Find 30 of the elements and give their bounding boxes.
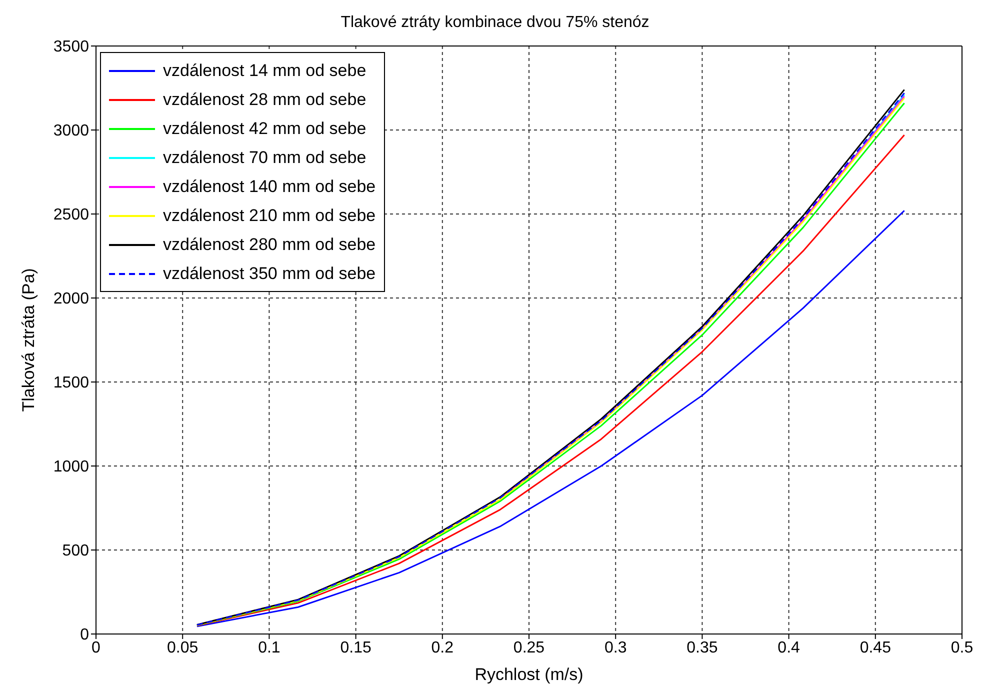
- legend-label: vzdálenost 140 mm od sebe: [163, 176, 376, 198]
- x-axis-title: Rychlost (m/s): [474, 665, 584, 684]
- legend-label: vzdálenost 14 mm od sebe: [163, 60, 366, 82]
- x-tick-label: 0.1: [258, 639, 280, 656]
- y-tick-label: 0: [80, 626, 90, 644]
- y-tick-label: 2000: [53, 290, 90, 308]
- y-tick-label: 1500: [53, 374, 90, 392]
- x-tick-label: 0.45: [860, 639, 892, 656]
- x-tick-label: 0: [92, 639, 101, 656]
- chart-title: Tlakové ztráty kombinace dvou 75% stenóz: [340, 14, 650, 32]
- x-tick-label: 0.4: [778, 639, 800, 656]
- x-tick-label: 0.2: [431, 639, 454, 656]
- y-tick-label: 500: [62, 542, 90, 560]
- y-tick-label: 3500: [53, 38, 90, 56]
- legend-label: vzdálenost 350 mm od sebe: [163, 263, 376, 285]
- legend-label: vzdálenost 42 mm od sebe: [163, 118, 366, 140]
- y-tick-label: 3000: [53, 122, 90, 140]
- y-axis-title: Tlaková ztráta (Pa): [19, 268, 38, 412]
- legend-label: vzdálenost 70 mm od sebe: [163, 147, 366, 169]
- x-tick-label: 0.35: [686, 639, 718, 656]
- y-tick-label: 1000: [53, 458, 90, 476]
- x-tick-label: 0.3: [604, 639, 627, 656]
- x-tick-label: 0.05: [167, 639, 198, 656]
- y-tick-label: 2500: [53, 206, 90, 224]
- x-tick-label: 0.15: [340, 639, 372, 656]
- legend-label: vzdálenost 280 mm od sebe: [163, 234, 376, 256]
- legend-label: vzdálenost 28 mm od sebe: [163, 89, 366, 111]
- x-tick-label: 0.25: [513, 639, 545, 656]
- x-tick-label: 0.5: [950, 639, 974, 656]
- legend-label: vzdálenost 210 mm od sebe: [163, 205, 376, 227]
